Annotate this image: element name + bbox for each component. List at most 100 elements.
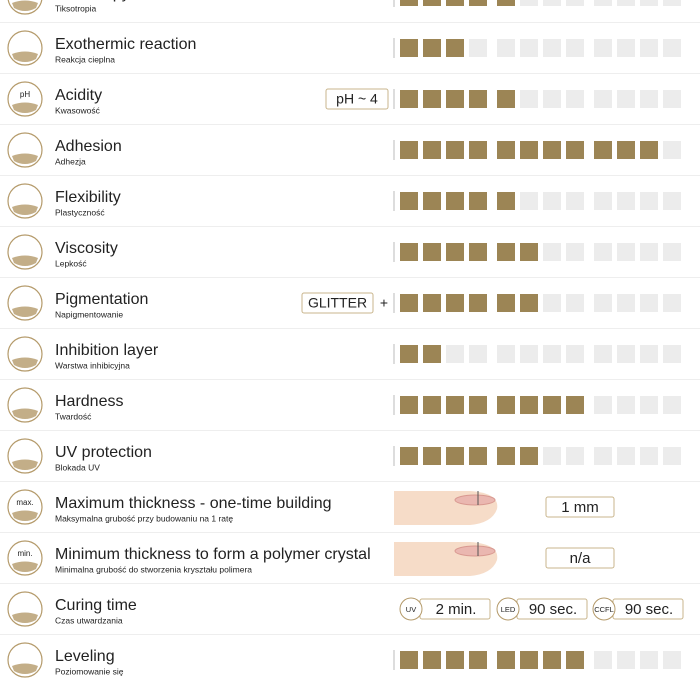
rating-square-empty — [640, 39, 658, 57]
icon-ground — [12, 51, 38, 62]
rating-square-filled — [520, 141, 538, 159]
rating-square-empty — [663, 90, 681, 108]
rating-square-filled — [446, 243, 464, 261]
rating-square-empty — [543, 0, 561, 6]
rating-square-filled — [520, 447, 538, 465]
rating-square-empty — [617, 90, 635, 108]
row-subtitle: Czas utwardzania — [55, 615, 123, 625]
rating-square-filled — [423, 39, 441, 57]
rating-square-empty — [663, 0, 681, 6]
rating-square-empty — [520, 0, 538, 6]
icon-ground — [12, 255, 38, 266]
value-box — [545, 547, 615, 569]
row-subtitle: Lepkość — [55, 258, 87, 268]
rating-square-filled — [469, 447, 487, 465]
rating-square-empty — [469, 39, 487, 57]
rating-square-filled — [423, 0, 441, 6]
rating-square-empty — [640, 90, 658, 108]
row-subtitle: Reakcja cieplna — [55, 54, 115, 64]
curing-value: 2 min. — [436, 601, 477, 618]
icon-ground — [12, 612, 38, 623]
row-title: Curing time — [55, 597, 137, 614]
row-subtitle: Plastyczność — [55, 207, 105, 217]
icon-ground — [12, 459, 38, 470]
rating-square-empty — [617, 192, 635, 210]
icon-ground — [12, 102, 38, 113]
icon-ground — [12, 204, 38, 215]
row-title: Maximum thickness - one-time building — [55, 495, 332, 512]
rating-square-filled — [446, 447, 464, 465]
rating-square-empty — [566, 243, 584, 261]
rating-square-empty — [663, 345, 681, 363]
rating-square-filled — [469, 90, 487, 108]
icon-ground — [12, 306, 38, 317]
rating-square-filled — [423, 243, 441, 261]
icon-label: pH — [20, 90, 30, 99]
curing-label: CCFL — [594, 605, 614, 614]
nail — [454, 494, 496, 506]
rating-square-filled — [497, 651, 515, 669]
row-title: Acidity — [55, 87, 102, 104]
rating-square-filled — [423, 651, 441, 669]
icon-ground — [12, 357, 38, 368]
tag-text: pH ~ 4 — [336, 91, 378, 107]
rating-square-filled — [400, 0, 418, 6]
rating-square-filled — [543, 141, 561, 159]
rating-square-filled — [497, 90, 515, 108]
tag-box — [301, 292, 374, 314]
rating-square-filled — [446, 294, 464, 312]
rating-square-filled — [469, 0, 487, 6]
rating-square-empty — [566, 294, 584, 312]
row-title: Flexibility — [55, 189, 121, 206]
value-box — [545, 496, 615, 518]
rating-square-empty — [566, 39, 584, 57]
rating-square-empty — [520, 192, 538, 210]
rating-square-filled — [543, 651, 561, 669]
curing-value: 90 sec. — [625, 601, 673, 618]
rating-square-filled — [423, 192, 441, 210]
rating-square-empty — [543, 447, 561, 465]
value-text: 1 mm — [561, 499, 599, 516]
rating-square-empty — [663, 192, 681, 210]
rating-square-empty — [663, 294, 681, 312]
rating-square-empty — [617, 243, 635, 261]
row-title: Thixotropy — [55, 0, 130, 2]
icon-label: min. — [17, 549, 32, 558]
rating-square-filled — [423, 90, 441, 108]
rating-square-filled — [520, 294, 538, 312]
rating-square-empty — [663, 243, 681, 261]
rating-square-empty — [640, 651, 658, 669]
rating-square-empty — [640, 192, 658, 210]
rating-square-filled — [400, 192, 418, 210]
rating-square-empty — [566, 345, 584, 363]
row-subtitle: Maksymalna grubość przy budowaniu na 1 r… — [55, 513, 233, 523]
rating-square-filled — [446, 90, 464, 108]
rating-square-empty — [640, 447, 658, 465]
rating-square-filled — [400, 294, 418, 312]
rating-square-filled — [400, 447, 418, 465]
rating-square-filled — [594, 141, 612, 159]
rating-square-filled — [400, 90, 418, 108]
rating-square-filled — [423, 294, 441, 312]
rating-square-empty — [594, 345, 612, 363]
rating-square-filled — [497, 447, 515, 465]
nail — [454, 545, 496, 557]
row-subtitle: Napigmentowanie — [55, 309, 123, 319]
rating-square-empty — [566, 90, 584, 108]
rating-square-filled — [400, 396, 418, 414]
row-title: Hardness — [55, 393, 123, 410]
rating-square-empty — [594, 651, 612, 669]
rating-square-empty — [446, 345, 464, 363]
icon-ground — [12, 153, 38, 164]
row-title: Adhesion — [55, 138, 122, 155]
rating-square-filled — [446, 651, 464, 669]
rating-square-empty — [497, 345, 515, 363]
rating-square-empty — [663, 651, 681, 669]
rating-square-filled — [520, 243, 538, 261]
rating-square-filled — [423, 396, 441, 414]
tag-text: GLITTER — [308, 295, 367, 311]
rating-square-filled — [497, 0, 515, 6]
icon-ground — [12, 0, 38, 11]
curing-value: 90 sec. — [529, 601, 577, 618]
rating-square-filled — [497, 294, 515, 312]
